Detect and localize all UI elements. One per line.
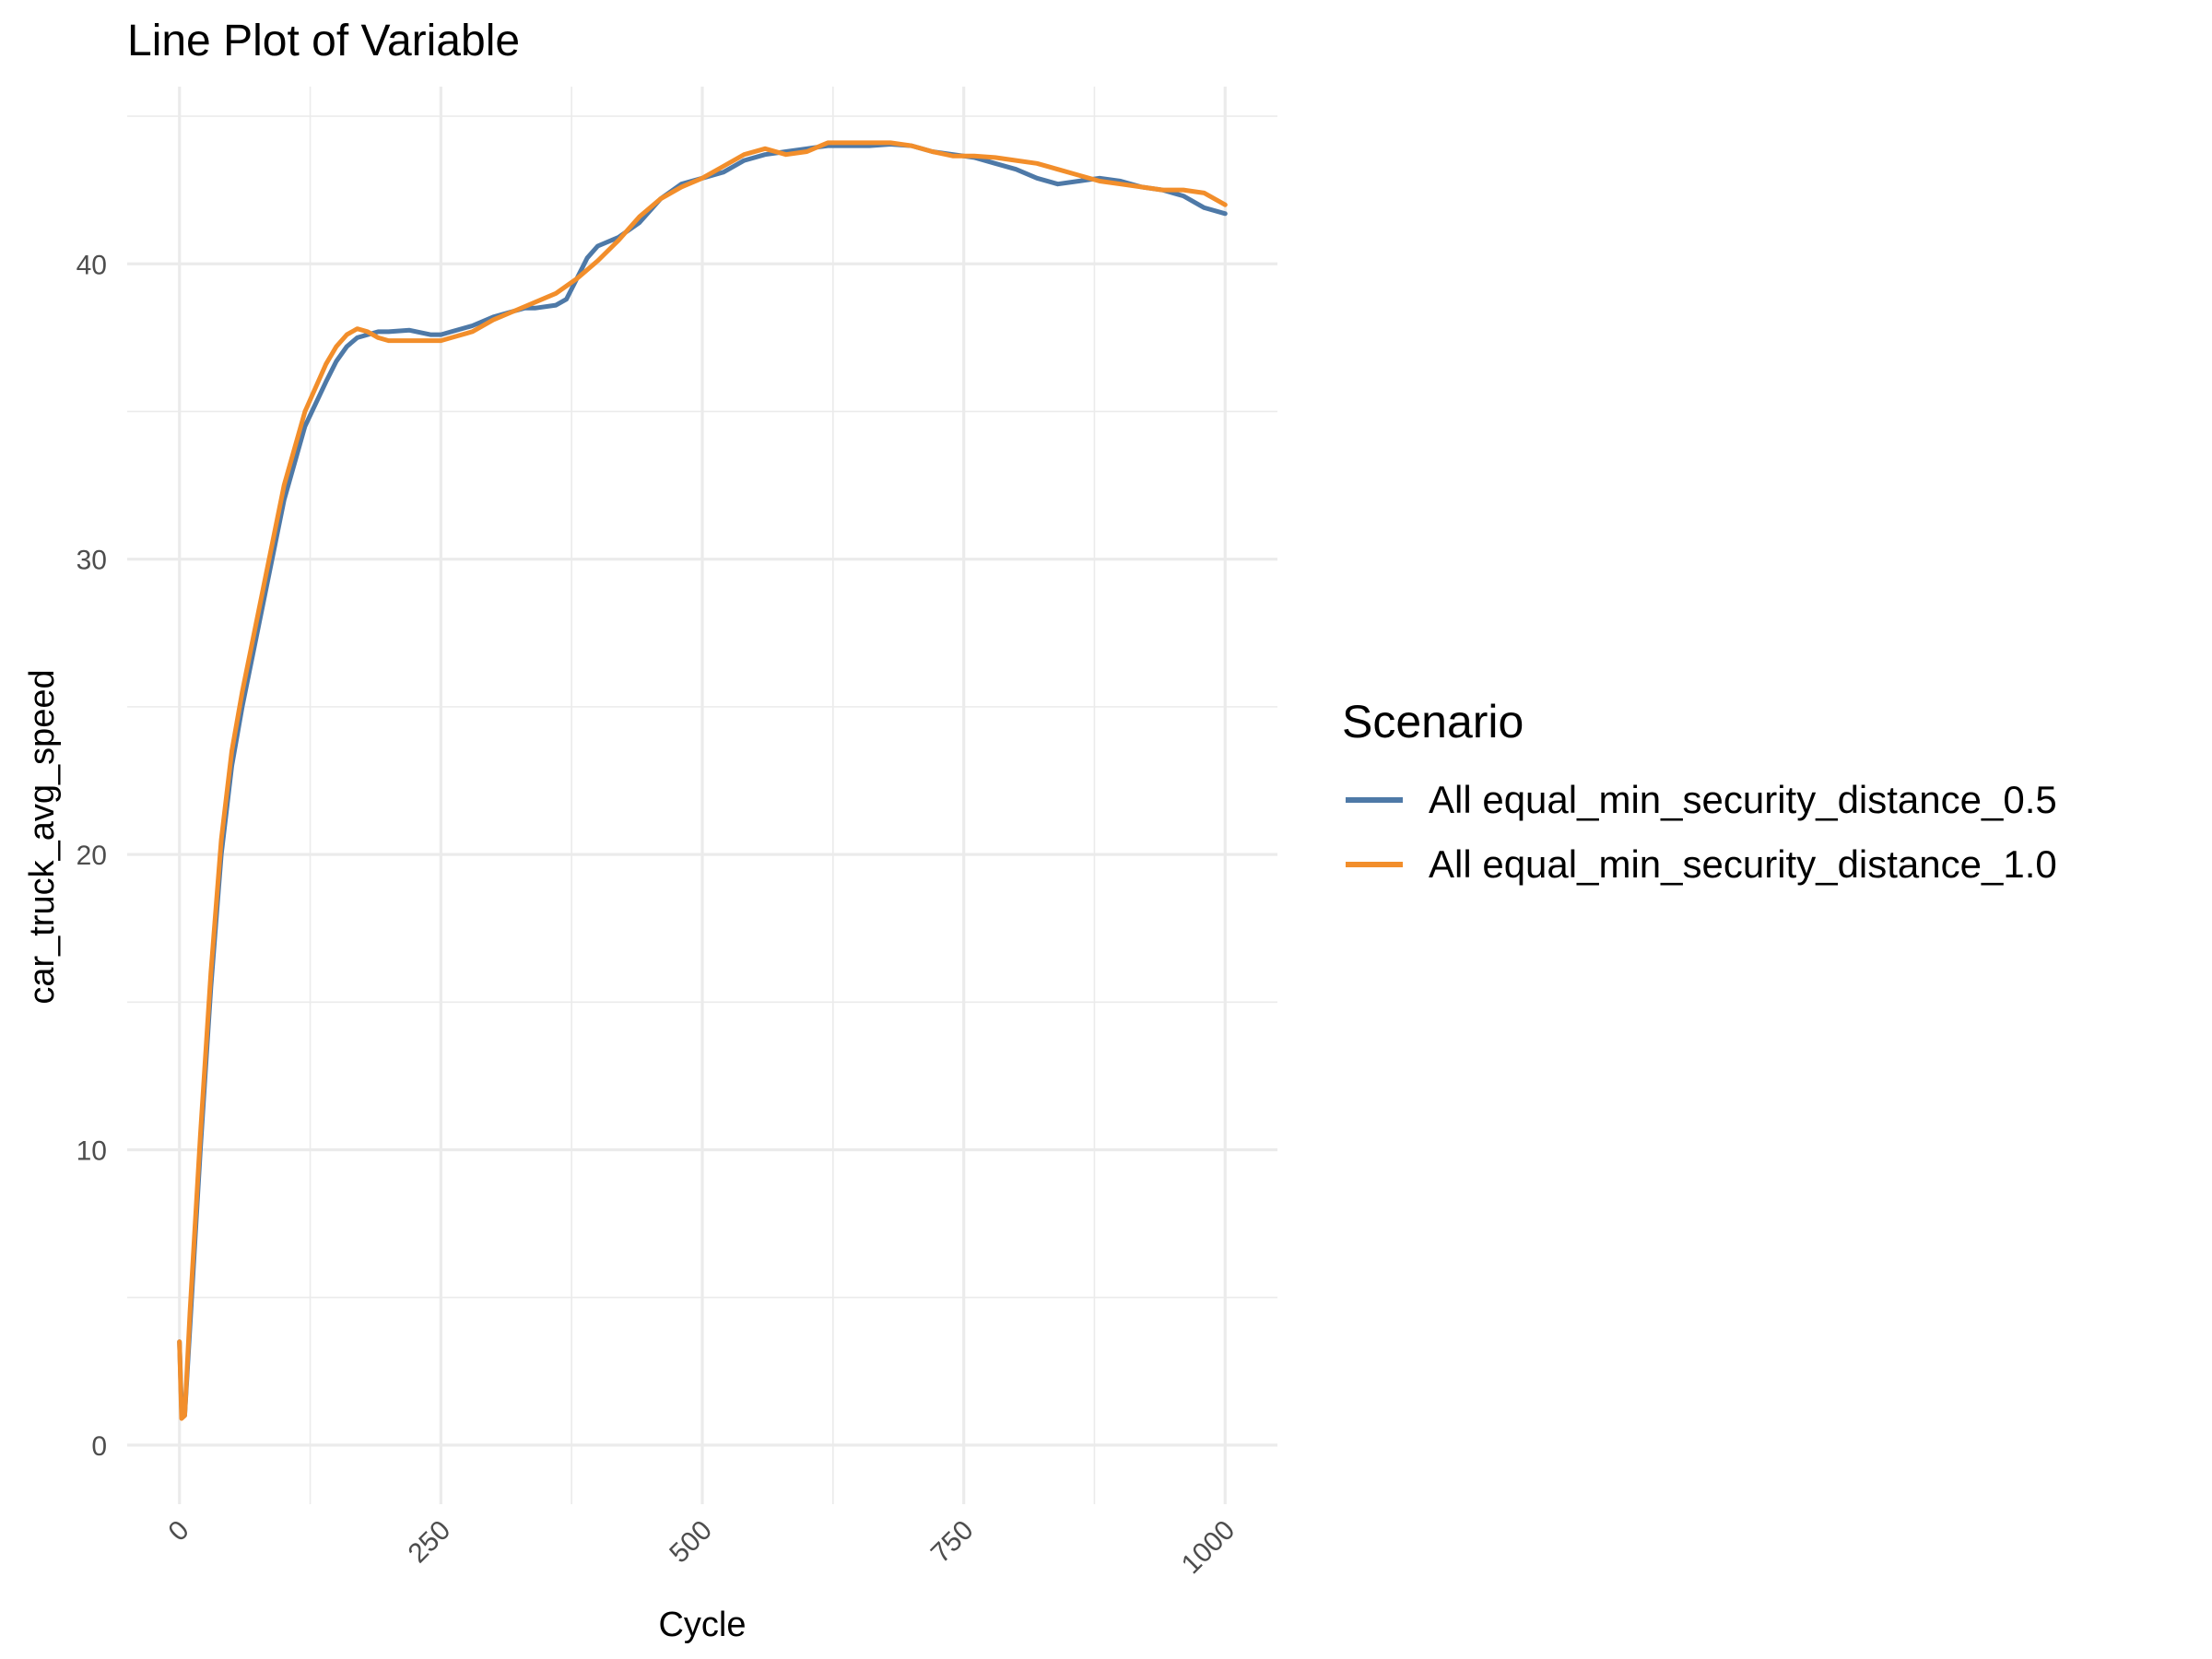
chart-title: Line Plot of Variable xyxy=(127,17,520,65)
series-line-2 xyxy=(177,140,1228,1421)
axis-layer: 0 250 500 750 1000 0 10 20 30 40 xyxy=(76,250,1241,1580)
legend-title: Scenario xyxy=(1342,696,1524,747)
y-tick-label: 40 xyxy=(76,250,107,280)
grid-layer xyxy=(127,87,1277,1504)
legend-label-series-2: All equal_min_security_distance_1.0 xyxy=(1429,842,2057,886)
series-line-1 xyxy=(177,142,1228,1418)
legend: Scenario All equal_min_security_distance… xyxy=(1342,696,2057,886)
x-axis-title: Cycle xyxy=(658,1606,746,1644)
series-layer xyxy=(177,140,1228,1421)
legend-label-series-1: All equal_min_security_distance_0.5 xyxy=(1429,778,2057,821)
x-tick-label: 0 xyxy=(163,1515,195,1547)
y-tick-label: 0 xyxy=(91,1431,107,1462)
y-axis-title: car_truck_avg_speed xyxy=(23,669,62,1004)
y-tick-label: 20 xyxy=(76,841,107,871)
y-tick-label: 10 xyxy=(76,1136,107,1167)
x-tick-label: 1000 xyxy=(1176,1515,1241,1581)
x-tick-label: 250 xyxy=(403,1515,457,1570)
x-tick-label: 500 xyxy=(664,1515,718,1570)
x-tick-label: 750 xyxy=(925,1515,980,1570)
y-tick-label: 30 xyxy=(76,546,107,576)
